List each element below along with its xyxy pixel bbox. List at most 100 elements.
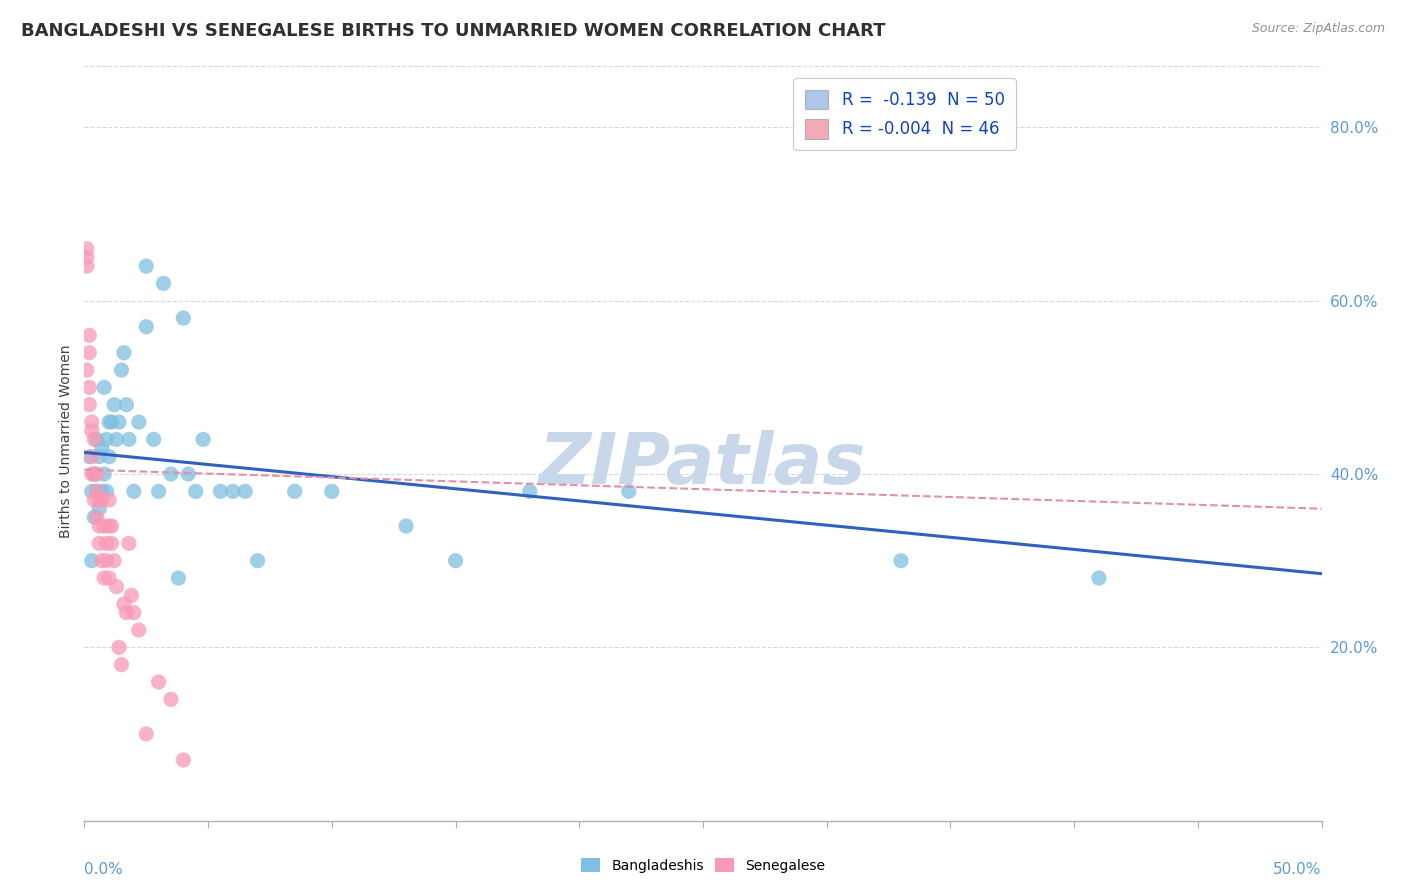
Point <box>83 493 105 508</box>
Point <box>79 345 101 359</box>
Point <box>103 554 125 568</box>
Point <box>112 345 135 359</box>
Text: ZIPatlas: ZIPatlas <box>540 430 866 499</box>
Text: 50.0%: 50.0% <box>1274 863 1322 878</box>
Point <box>233 484 256 499</box>
Point <box>110 363 132 377</box>
Point <box>96 484 118 499</box>
Point <box>80 554 103 568</box>
Point <box>135 727 157 741</box>
Point <box>152 277 174 291</box>
Point <box>79 398 101 412</box>
Point <box>209 484 232 499</box>
Point <box>98 415 121 429</box>
Point <box>96 536 118 550</box>
Point <box>167 571 190 585</box>
Point <box>83 433 105 447</box>
Point <box>80 415 103 429</box>
Point <box>98 450 121 464</box>
Point <box>90 554 112 568</box>
Point <box>90 493 112 508</box>
Point <box>98 493 121 508</box>
Point <box>80 424 103 438</box>
Point <box>444 554 467 568</box>
Point <box>122 484 145 499</box>
Point <box>80 484 103 499</box>
Point <box>177 467 200 481</box>
Point <box>86 484 108 499</box>
Point <box>76 259 98 273</box>
Point <box>105 433 128 447</box>
Point <box>115 606 138 620</box>
Point <box>83 467 105 481</box>
Point <box>246 554 269 568</box>
Point <box>100 415 122 429</box>
Point <box>191 433 214 447</box>
Point <box>89 519 111 533</box>
Text: 0.0%: 0.0% <box>84 863 124 878</box>
Point <box>105 580 128 594</box>
Point <box>86 467 108 481</box>
Point <box>148 484 170 499</box>
Point <box>96 554 118 568</box>
Point <box>115 398 138 412</box>
Point <box>79 328 101 343</box>
Point <box>93 519 115 533</box>
Point <box>93 380 115 394</box>
Point <box>128 415 150 429</box>
Point <box>172 753 194 767</box>
Point <box>80 450 103 464</box>
Point <box>100 536 122 550</box>
Point <box>222 484 245 499</box>
Point <box>80 467 103 481</box>
Point <box>395 519 418 533</box>
Point <box>79 380 101 394</box>
Point <box>83 510 105 524</box>
Point <box>98 571 121 585</box>
Point <box>148 675 170 690</box>
Point <box>86 433 108 447</box>
Point <box>89 450 111 464</box>
Point <box>93 571 115 585</box>
Point <box>184 484 207 499</box>
Text: BANGLADESHI VS SENEGALESE BIRTHS TO UNMARRIED WOMEN CORRELATION CHART: BANGLADESHI VS SENEGALESE BIRTHS TO UNMA… <box>21 22 886 40</box>
Point <box>108 640 131 655</box>
Point <box>519 484 541 499</box>
Point <box>89 536 111 550</box>
Point <box>122 606 145 620</box>
Point <box>160 467 183 481</box>
Point <box>76 242 98 256</box>
Text: Source: ZipAtlas.com: Source: ZipAtlas.com <box>1251 22 1385 36</box>
Point <box>90 441 112 455</box>
Point <box>79 450 101 464</box>
Point <box>120 588 142 602</box>
Point <box>112 597 135 611</box>
Y-axis label: Births to Unmarried Women: Births to Unmarried Women <box>59 345 73 538</box>
Legend: Bangladeshis, Senegalese: Bangladeshis, Senegalese <box>575 852 831 878</box>
Point <box>98 519 121 533</box>
Point <box>1088 571 1111 585</box>
Point <box>96 433 118 447</box>
Point <box>890 554 912 568</box>
Point <box>90 484 112 499</box>
Point <box>76 363 98 377</box>
Point <box>321 484 343 499</box>
Point <box>100 519 122 533</box>
Point <box>108 415 131 429</box>
Point <box>110 657 132 672</box>
Point <box>617 484 640 499</box>
Point <box>118 433 141 447</box>
Point <box>284 484 307 499</box>
Point <box>93 467 115 481</box>
Point <box>86 510 108 524</box>
Point <box>118 536 141 550</box>
Point <box>160 692 183 706</box>
Point <box>89 493 111 508</box>
Point <box>128 623 150 637</box>
Point <box>86 484 108 499</box>
Point <box>135 319 157 334</box>
Point <box>76 251 98 265</box>
Point <box>89 501 111 516</box>
Point <box>83 467 105 481</box>
Point <box>142 433 165 447</box>
